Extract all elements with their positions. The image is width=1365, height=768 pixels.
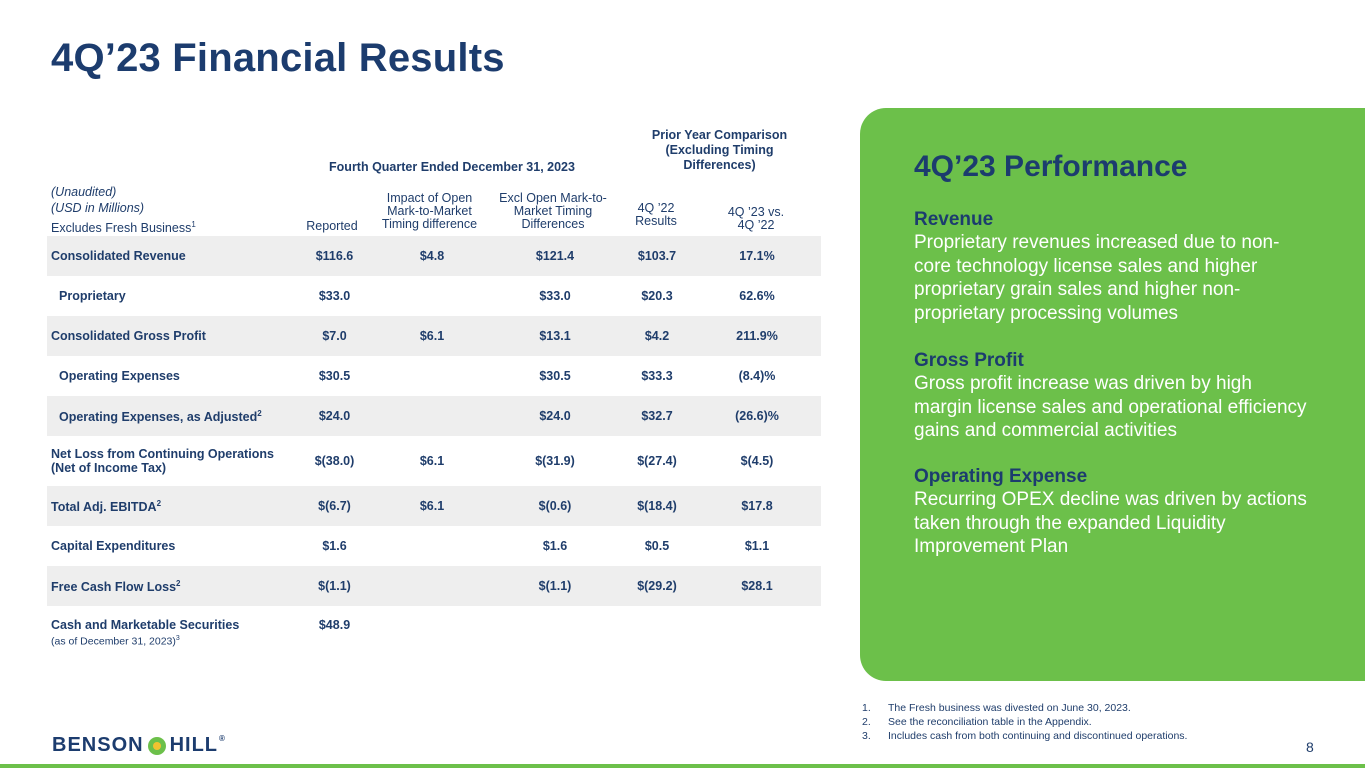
benson-hill-logo: BENSON HILL ® <box>52 734 226 756</box>
cell-vs: 17.1% <box>739 249 775 263</box>
cell-excl: $1.6 <box>542 539 568 553</box>
panel-block-heading: Revenue <box>914 209 994 230</box>
cell-reported: $(6.7) <box>318 499 351 513</box>
cell-prior: $4.2 <box>644 329 670 343</box>
row-label: Free Cash Flow Loss2 <box>51 579 181 595</box>
page-number: 8 <box>1306 739 1314 755</box>
col-header-impact: Impact of Open Mark-to-Market Timing dif… <box>381 191 478 231</box>
col-header-4q22: 4Q ’22 Results <box>635 201 677 228</box>
row-label: Net Loss from Continuing Operations (Net… <box>51 447 274 475</box>
cell-vs: $(4.5) <box>740 454 774 468</box>
label-usd: (USD in Millions) <box>51 201 145 215</box>
row-label: Proprietary <box>59 289 126 303</box>
cell-prior: $0.5 <box>644 539 670 553</box>
table-row: Consolidated Revenue $116.6 $4.8 $121.4 … <box>47 236 821 276</box>
cell-impact: $6.1 <box>419 454 445 468</box>
panel-title: 4Q’23 Performance <box>914 150 1188 183</box>
label-excludes-fresh: Excludes Fresh Business1 <box>51 220 196 236</box>
cell-vs: $28.1 <box>741 579 773 593</box>
col-header-reported: Reported <box>306 219 358 233</box>
row-label: Capital Expenditures <box>51 539 176 553</box>
cell-prior: $(27.4) <box>637 454 677 468</box>
cell-prior: $(29.2) <box>637 579 677 593</box>
cell-reported: $30.5 <box>318 369 351 383</box>
table-row: Total Adj. EBITDA2 $(6.7) $6.1 $(0.6) $(… <box>47 486 821 526</box>
col-header-excl: Excl Open Mark-to-Market Timing Differen… <box>499 191 607 231</box>
footnote: 1. The Fresh business was divested on Jun… <box>862 702 1131 714</box>
page-title: 4Q’23 Financial Results <box>51 36 505 80</box>
row-label: Consolidated Revenue <box>51 249 186 263</box>
row-label: Cash and Marketable Securities (as of De… <box>51 617 240 648</box>
cell-impact: $6.1 <box>419 329 445 343</box>
table-row: Free Cash Flow Loss2 $(1.1) $(1.1) $(29.… <box>47 566 821 606</box>
panel-block-heading: Operating Expense <box>914 466 1088 487</box>
cell-vs: (8.4)% <box>738 369 776 383</box>
table-row: Operating Expenses $30.5 $30.5 $33.3 (8.… <box>47 356 821 396</box>
cell-reported: $1.6 <box>322 539 347 553</box>
table-row: Proprietary $33.0 $33.0 $20.3 62.6% <box>47 276 821 316</box>
table-row: Consolidated Gross Profit $7.0 $6.1 $13.… <box>47 316 821 356</box>
panel-block-gross-profit: Gross Profit Gross profit increase was d… <box>914 349 1314 443</box>
cell-vs: 211.9% <box>736 329 778 343</box>
footnotes: 1. The Fresh business was divested on Jun… <box>862 701 1187 743</box>
table-row: Capital Expenditures $1.6 $1.6 $0.5 $1.1 <box>47 526 821 566</box>
cell-vs: $17.8 <box>741 499 773 513</box>
table-row: Operating Expenses, as Adjusted2 $24.0 $… <box>47 396 821 436</box>
footnote: 2. See the reconciliation table in the Ap… <box>862 716 1092 728</box>
label-unaudited: (Unaudited) <box>51 185 117 199</box>
cell-impact <box>387 566 477 606</box>
panel-block-text: Gross profit increase was driven by high… <box>914 373 1307 441</box>
row-label: Operating Expenses, as Adjusted2 <box>59 409 262 425</box>
table-row: Net Loss from Continuing Operations (Net… <box>47 436 821 486</box>
cell-reported: $48.9 <box>318 618 351 632</box>
cell-reported: $(38.0) <box>314 454 355 468</box>
cell-vs: 62.6% <box>739 289 775 303</box>
performance-panel: 4Q’23 Performance Revenue Proprietary re… <box>860 108 1365 681</box>
cell-excl: $(0.6) <box>538 499 572 513</box>
cell-impact <box>387 526 477 566</box>
cell-impact <box>387 396 477 436</box>
row-label: Consolidated Gross Profit <box>51 329 206 343</box>
panel-block-heading: Gross Profit <box>914 350 1024 371</box>
cell-impact <box>387 356 477 396</box>
cell-reported: $7.0 <box>322 329 347 343</box>
cell-prior: $(18.4) <box>637 499 677 513</box>
cell-vs: $1.1 <box>744 539 770 553</box>
panel-block-text: Proprietary revenues increased due to no… <box>914 232 1280 324</box>
cell-prior: $32.7 <box>641 409 673 423</box>
panel-block-text: Recurring OPEX decline was driven by act… <box>914 489 1307 557</box>
footnote: 3. Includes cash from both continuing and… <box>862 730 1188 742</box>
cell-excl: $33.0 <box>539 289 571 303</box>
group-header-fourth-quarter: Fourth Quarter Ended December 31, 2023 <box>329 160 575 174</box>
cell-prior: $20.3 <box>641 289 673 303</box>
cell-excl: $30.5 <box>539 369 571 383</box>
panel-block-revenue: Revenue Proprietary revenues increased d… <box>914 208 1314 325</box>
sun-icon <box>147 736 166 755</box>
group-header-prior-year: Prior Year Comparison (Excluding Timing … <box>651 128 788 172</box>
col-header-vs: 4Q ’23 vs. 4Q ’22 <box>727 205 785 232</box>
cell-impact <box>387 276 477 316</box>
cell-reported: $116.6 <box>315 249 354 263</box>
cell-impact: $6.1 <box>419 499 445 513</box>
row-label: Total Adj. EBITDA2 <box>51 499 162 515</box>
panel-block-operating-expense: Operating Expense Recurring OPEX decline… <box>914 465 1314 559</box>
cell-vs: (26.6)% <box>735 409 779 423</box>
cell-impact: $4.8 <box>419 249 445 263</box>
cell-prior: $33.3 <box>641 369 673 383</box>
row-label: Operating Expenses <box>59 369 180 383</box>
cell-reported: $24.0 <box>318 409 351 423</box>
cell-excl: $(1.1) <box>538 579 572 593</box>
table-row: Cash and Marketable Securities (as of De… <box>47 610 821 656</box>
cell-excl: $(31.9) <box>535 454 575 468</box>
cell-prior: $103.7 <box>637 249 677 263</box>
cell-excl: $121.4 <box>535 249 575 263</box>
cell-reported: $(1.1) <box>318 579 351 593</box>
bottom-accent-bar <box>0 764 1365 768</box>
cell-reported: $33.0 <box>318 289 351 303</box>
cell-excl: $24.0 <box>539 409 571 423</box>
cell-excl: $13.1 <box>539 329 571 343</box>
